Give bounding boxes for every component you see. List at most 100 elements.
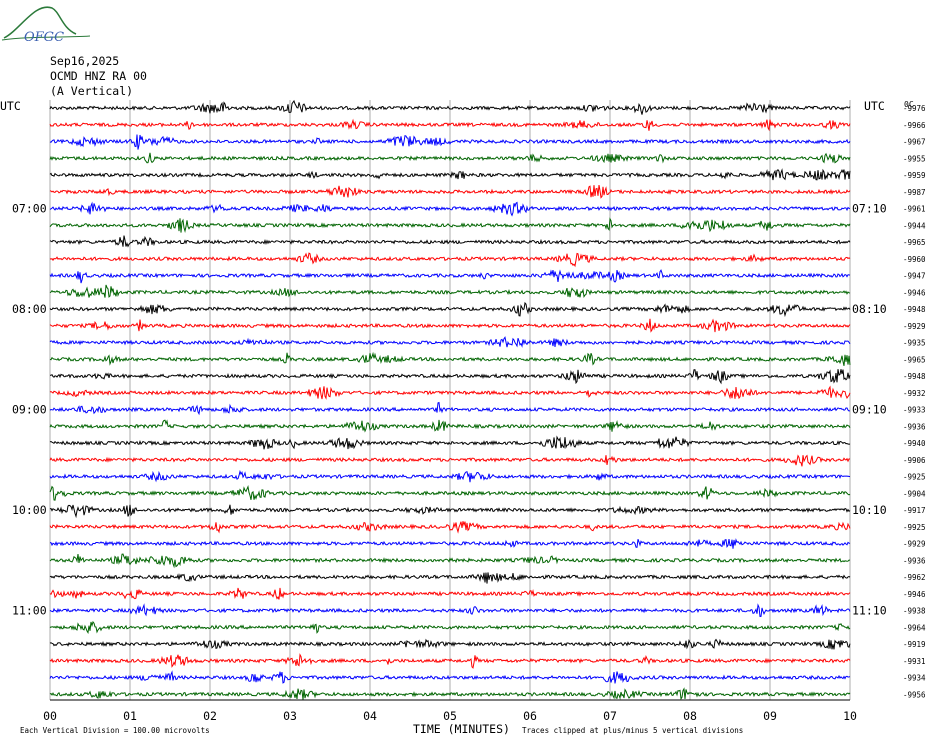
logo-swoosh: [3, 6, 77, 39]
left-hour-label: 10:00: [12, 503, 47, 517]
right-hour-label: 07:10: [852, 202, 887, 216]
trace-offset-label: -9929: [903, 540, 926, 549]
x-ticks: 00 01 02 03 04 05 06 07 08 09 10: [43, 709, 857, 723]
trace-offset-label: -9948: [903, 305, 926, 314]
trace-offset-label: -9967: [903, 138, 926, 147]
trace-line: [49, 687, 851, 701]
trace-offset-label: -9946: [903, 590, 926, 599]
trace-offset-label: -9956: [903, 690, 926, 699]
offset-labels: -9976 -9966 -9967 -9955 -9959 -9987 -9961 -9944…: [903, 104, 926, 699]
x-tick-label: 09: [763, 709, 777, 723]
trace-offset-label: -9906: [903, 456, 926, 465]
trace-line: [49, 419, 851, 433]
trace-line: [49, 336, 851, 348]
logo-swoosh-lower: [1, 35, 91, 41]
trace-offset-label: -9936: [903, 556, 926, 565]
trace-offset-label: -9987: [903, 188, 926, 197]
footer-left-note: Each Vertical Division = 100.00 microvol…: [20, 726, 210, 735]
trace-line: [49, 369, 851, 385]
trace-line: [49, 553, 851, 569]
trace-offset-label: -9946: [903, 288, 926, 297]
trace-line: [49, 184, 851, 199]
trace-offset-label: -9961: [903, 205, 926, 214]
trace-line: [49, 269, 851, 284]
trace-offset-label: -9936: [903, 422, 926, 431]
left-utc-label: UTC: [0, 99, 21, 113]
trace-line: [49, 318, 851, 333]
trace-line: [49, 235, 851, 248]
trace-offset-label: -9955: [903, 154, 926, 163]
trace-offset-label: -9947: [903, 272, 926, 281]
trace-offset-label: -9919: [903, 640, 926, 649]
trace-offset-label: -9931: [903, 657, 926, 666]
ofgc-logo: OFGC: [1, 6, 91, 45]
x-tick-label: 01: [123, 709, 137, 723]
x-tick-label: 04: [363, 709, 377, 723]
right-hour-label: 09:10: [852, 403, 887, 417]
trace-offset-label: -9964: [903, 623, 926, 632]
trace-offset-label: -9925: [903, 473, 926, 482]
trace-offset-label: -9944: [903, 221, 926, 230]
trace-offset-label: -9940: [903, 439, 926, 448]
trace-offset-label: -9932: [903, 389, 926, 398]
trace-line: [49, 284, 851, 298]
trace-line: [49, 587, 851, 600]
trace-line: [49, 252, 851, 268]
x-tick-label: 05: [443, 709, 457, 723]
trace-line: [49, 201, 851, 217]
component-label: (A Vertical): [50, 84, 133, 98]
trace-line: [49, 99, 851, 115]
trace-line: [49, 152, 851, 164]
x-tick-label: 10: [843, 709, 857, 723]
trace-line: [49, 485, 851, 501]
left-hour-label: 07:00: [12, 202, 47, 216]
trace-line: [49, 620, 851, 635]
trace-offset-label: -9948: [903, 372, 926, 381]
trace-offset-label: -9966: [903, 121, 926, 130]
trace-line: [49, 385, 851, 400]
trace-offset-label: -9965: [903, 355, 926, 364]
right-utc-label: UTC: [864, 99, 885, 113]
trace-line: [49, 134, 851, 150]
trace-offset-label: -9976: [903, 104, 926, 113]
trace-line: [49, 670, 851, 684]
logo-text: OFGC: [24, 30, 64, 45]
x-axis-title: TIME (MINUTES): [413, 722, 510, 736]
trace-line: [49, 217, 851, 233]
trace-line: [49, 351, 851, 366]
hour-labels: 07:00 08:00 09:00 10:00 11:00 07:10 08:10 09:10…: [12, 202, 887, 618]
x-tick-label: 07: [603, 709, 617, 723]
trace-offset-label: -9965: [903, 238, 926, 247]
trace-line: [49, 572, 851, 584]
grid: [49, 100, 851, 701]
station-label: OCMD HNZ RA 00: [50, 69, 147, 83]
trace-offset-label: -9917: [903, 506, 926, 515]
trace-line: [49, 538, 851, 549]
trace-offset-label: -9929: [903, 322, 926, 331]
traces: [49, 99, 851, 701]
left-hour-label: 09:00: [12, 403, 47, 417]
trace-line: [49, 653, 851, 669]
trace-line: [49, 168, 851, 181]
right-top-label: 0C: [904, 100, 914, 109]
trace-line: [49, 469, 850, 483]
trace-offset-label: -9959: [903, 171, 926, 180]
trace-offset-label: -9933: [903, 406, 926, 415]
trace-line: [49, 118, 851, 132]
trace-line: [49, 454, 851, 467]
trace-line: [49, 301, 851, 318]
trace-offset-label: -9934: [903, 674, 926, 683]
trace-offset-label: -9960: [903, 255, 926, 264]
trace-offset-label: -9962: [903, 573, 926, 582]
x-tick-label: 08: [683, 709, 697, 723]
left-hour-label: 11:00: [12, 604, 47, 618]
date-label: Sep16,2025: [50, 54, 119, 68]
trace-offset-label: -9925: [903, 523, 926, 532]
x-tick-label: 03: [283, 709, 297, 723]
trace-offset-label: -9938: [903, 607, 926, 616]
x-tick-label: 06: [523, 709, 537, 723]
x-tick-label: 02: [203, 709, 217, 723]
trace-line: [49, 603, 851, 618]
x-tick-label: 00: [43, 709, 57, 723]
